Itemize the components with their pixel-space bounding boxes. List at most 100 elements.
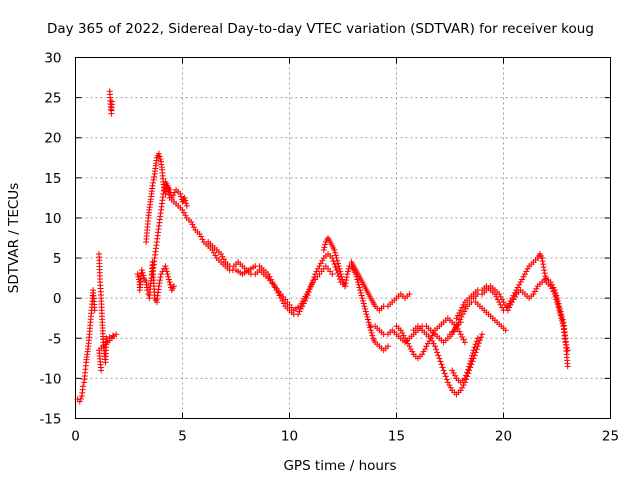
data-point-plus [551, 291, 558, 298]
data-point-plus [337, 271, 344, 278]
data-point-plus [188, 218, 195, 225]
data-point-plus [441, 370, 448, 377]
data-point-plus [465, 366, 472, 373]
data-point-plus [134, 271, 141, 278]
data-point-plus [212, 252, 219, 259]
series-arc-13 [449, 335, 481, 386]
data-point-plus [457, 331, 464, 338]
data-point-plus [556, 307, 563, 314]
data-point-plus [157, 156, 164, 163]
data-point-plus [497, 293, 504, 300]
data-point-plus [473, 338, 480, 345]
data-point-plus [437, 358, 444, 365]
data-point-plus [109, 332, 116, 339]
data-point-plus [331, 247, 338, 254]
data-point-plus [198, 233, 205, 240]
data-point-plus [423, 343, 430, 350]
data-point-plus [151, 173, 158, 180]
data-point-plus [430, 329, 437, 336]
data-point-plus [332, 252, 339, 259]
data-point-plus [320, 247, 327, 254]
data-point-plus [354, 276, 361, 283]
x-axis-label: GPS time / hours [283, 458, 396, 474]
data-point-plus [540, 264, 547, 271]
data-point-plus [361, 303, 368, 310]
data-point-plus [182, 197, 189, 204]
series-arc-2 [96, 251, 120, 374]
data-point-plus [155, 283, 162, 290]
data-point-plus [553, 296, 560, 303]
data-point-plus [179, 206, 186, 213]
data-point-plus [332, 264, 339, 271]
data-point-plus [419, 351, 426, 358]
data-point-plus [443, 376, 450, 383]
data-point-plus [457, 307, 464, 314]
data-point-plus [427, 335, 434, 342]
data-point-plus [429, 332, 436, 339]
series-arc-7 [205, 239, 336, 314]
data-point-plus [406, 291, 413, 298]
data-point-plus [183, 202, 190, 209]
data-point-plus [400, 332, 407, 339]
data-point-plus [403, 337, 410, 344]
data-point-plus [499, 296, 506, 303]
data-point-plus [158, 271, 165, 278]
data-point-plus [539, 255, 546, 262]
data-point-plus [364, 316, 371, 323]
data-point-plus [517, 279, 524, 286]
data-point-plus [366, 321, 373, 328]
series-arc-1 [74, 287, 98, 405]
data-point-plus [333, 255, 340, 262]
chart-title: Day 365 of 2022, Sidereal Day-to-day VTE… [47, 21, 594, 37]
data-point-plus [280, 300, 287, 307]
data-point-plus [150, 179, 157, 186]
data-point-plus [164, 182, 171, 189]
y-axis-ticks: -15 -10 -5 0 5 10 15 20 25 30 [39, 51, 611, 428]
data-point-plus [439, 364, 446, 371]
data-point-plus [530, 291, 537, 298]
series-arc-3 [106, 88, 115, 117]
data-point-plus [531, 288, 538, 295]
data-point-plus [357, 289, 364, 296]
data-point-plus [315, 265, 322, 272]
y-tick-label: 0 [53, 291, 62, 307]
y-tick-label: -15 [39, 412, 61, 428]
data-point-plus [454, 321, 461, 328]
y-tick-label: 10 [44, 211, 61, 227]
data-point-plus [165, 276, 172, 283]
data-point-plus [275, 289, 282, 296]
data-point-plus [500, 299, 507, 306]
series-arc-5 [143, 150, 190, 246]
data-point-plus [420, 348, 427, 355]
data-point-plus [149, 182, 156, 189]
data-point-plus [542, 273, 549, 280]
data-point-plus [509, 295, 516, 302]
data-point-plus [183, 200, 190, 207]
data-point-plus [432, 343, 439, 350]
data-point-plus [196, 230, 203, 237]
x-tick-label: 10 [281, 429, 298, 445]
data-point-plus [163, 265, 170, 272]
data-point-plus [272, 284, 279, 291]
data-point-plus [458, 313, 465, 320]
y-tick-label: -5 [48, 331, 61, 347]
data-point-plus [103, 335, 110, 342]
data-point-plus [460, 301, 467, 308]
data-point-plus [359, 295, 366, 302]
data-point-plus [478, 334, 485, 341]
data-point-plus [165, 273, 172, 280]
data-point-plus [430, 340, 437, 347]
data-point-plus [344, 271, 351, 278]
data-point-plus [466, 363, 473, 370]
data-point-plus [563, 341, 570, 348]
data-point-plus [397, 327, 404, 334]
data-point-plus [343, 277, 350, 284]
data-point-plus [407, 345, 414, 352]
data-point-plus [356, 284, 363, 291]
data-point-plus [469, 349, 476, 356]
data-point-plus [358, 292, 365, 299]
data-point-plus [564, 363, 571, 370]
x-tick-label: 15 [388, 429, 405, 445]
data-point-plus [359, 297, 366, 304]
data-point-plus [98, 367, 105, 374]
